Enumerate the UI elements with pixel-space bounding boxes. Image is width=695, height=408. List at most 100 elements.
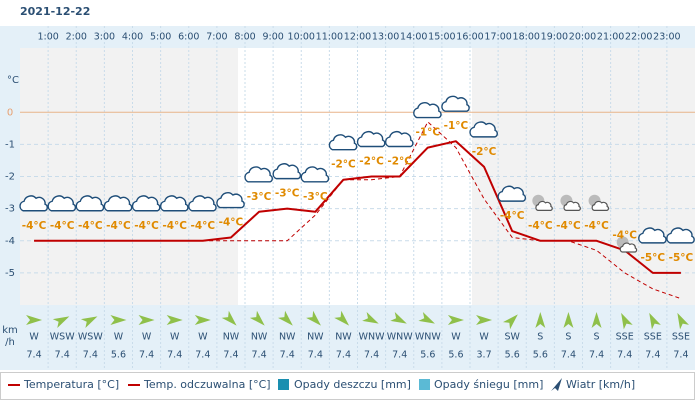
hour-label: 5:00 bbox=[150, 32, 171, 43]
wind-arrow bbox=[535, 312, 546, 328]
legend-label: Opady deszczu [mm] bbox=[294, 378, 411, 391]
cloud bbox=[19, 195, 48, 212]
wind-speed: 7.4 bbox=[167, 350, 182, 361]
weather-icon bbox=[588, 194, 610, 211]
temperature-label: -2°C bbox=[359, 156, 384, 168]
cloud bbox=[441, 95, 470, 112]
wind-direction: WSW bbox=[78, 332, 103, 343]
wind-direction: W bbox=[170, 332, 180, 343]
temperature-label: -1°C bbox=[444, 120, 469, 132]
weather-icon bbox=[384, 131, 414, 148]
wind-direction: S bbox=[537, 332, 543, 343]
y-tick-label: -3 bbox=[5, 204, 15, 215]
legend-swatch bbox=[278, 379, 289, 390]
wind-arrow bbox=[306, 310, 321, 326]
y-tick-label: -4 bbox=[5, 236, 15, 247]
cloud bbox=[619, 242, 638, 253]
hour-label: 6:00 bbox=[178, 32, 199, 43]
wind-arrow bbox=[277, 310, 293, 326]
wind-arrow bbox=[563, 312, 574, 328]
wind-speed: 7.4 bbox=[645, 350, 660, 361]
hour-row bbox=[0, 26, 695, 48]
wind-arrow bbox=[649, 312, 661, 330]
wind-speed: 5.6 bbox=[448, 350, 463, 361]
hour-label: 8:00 bbox=[234, 32, 255, 43]
temperature-label: -4°C bbox=[612, 229, 637, 241]
cloud bbox=[666, 227, 695, 244]
legend-swatch bbox=[419, 379, 430, 390]
wind-direction: NW bbox=[335, 332, 352, 343]
temperature-label: -2°C bbox=[331, 159, 356, 171]
weather-icon bbox=[666, 227, 695, 244]
cloud bbox=[497, 185, 527, 202]
cloud bbox=[159, 195, 189, 212]
temperature-label: -4°C bbox=[584, 220, 609, 232]
cloud bbox=[47, 195, 77, 212]
temperature-label: -4°C bbox=[22, 220, 47, 232]
wind-direction: NW bbox=[307, 332, 324, 343]
wind-speed: 5.6 bbox=[111, 350, 126, 361]
temperature-label: -4°C bbox=[106, 220, 131, 232]
wind-speed: 7.4 bbox=[55, 350, 70, 361]
temperature-label: -5°C bbox=[641, 252, 666, 264]
temperature-label: -4°C bbox=[219, 217, 244, 229]
small-cloud bbox=[591, 200, 610, 211]
temperature-label: -4°C bbox=[134, 220, 159, 232]
wind-arrow bbox=[476, 315, 493, 325]
hour-label: 20:00 bbox=[569, 32, 596, 43]
wind-direction: W bbox=[198, 332, 208, 343]
wind-speed: 7.4 bbox=[27, 350, 42, 361]
temperature-label: -3°C bbox=[275, 188, 300, 200]
wind-speed: 7.4 bbox=[364, 350, 379, 361]
wind-direction: S bbox=[565, 332, 571, 343]
date-title: 2021-12-22 bbox=[20, 5, 90, 18]
wind-direction: W bbox=[451, 332, 461, 343]
wind-direction: WNW bbox=[387, 332, 413, 343]
weather-icon bbox=[560, 194, 581, 211]
hour-label: 1:00 bbox=[37, 32, 58, 43]
cloud bbox=[244, 166, 273, 183]
cloud bbox=[413, 102, 442, 119]
weather-icon bbox=[47, 195, 77, 212]
weather-icon bbox=[356, 131, 386, 148]
wind-speed: 7.4 bbox=[673, 350, 688, 361]
wind-speed: 5.6 bbox=[505, 350, 520, 361]
wind-arrow bbox=[221, 310, 237, 326]
cloud bbox=[469, 121, 498, 138]
wind-direction: NW bbox=[251, 332, 268, 343]
hour-label: 16:00 bbox=[456, 32, 483, 43]
wind-arrow bbox=[591, 312, 602, 328]
wind-speed: 5.6 bbox=[420, 350, 435, 361]
temperature-label: -3°C bbox=[303, 191, 328, 203]
wind-arrow bbox=[677, 312, 689, 330]
y-tick-label: -5 bbox=[5, 268, 15, 279]
wind-arrow bbox=[80, 316, 98, 329]
wind-speed: 7.4 bbox=[280, 350, 295, 361]
hour-label: 19:00 bbox=[541, 32, 568, 43]
wind-arrow bbox=[621, 312, 633, 330]
wind-speed: 7.4 bbox=[336, 350, 351, 361]
hour-label: 14:00 bbox=[400, 32, 427, 43]
temperature-label: -4°C bbox=[556, 220, 581, 232]
weather-icon bbox=[244, 166, 273, 183]
wind-speed: 7.4 bbox=[195, 350, 210, 361]
wind-arrow bbox=[110, 315, 127, 325]
small-cloud bbox=[563, 200, 581, 211]
cloud bbox=[75, 195, 105, 212]
wind-direction: W bbox=[29, 332, 39, 343]
wind-arrow bbox=[502, 314, 518, 330]
y-axis-strip bbox=[0, 26, 20, 370]
hour-label: 3:00 bbox=[94, 32, 115, 43]
wind-direction: WNW bbox=[359, 332, 385, 343]
cloud bbox=[272, 163, 302, 180]
weather-icon bbox=[19, 195, 48, 212]
weather-icon bbox=[497, 185, 527, 202]
temperature-label: -4°C bbox=[162, 220, 187, 232]
weather-icon bbox=[616, 236, 638, 253]
wind-arrow bbox=[362, 311, 379, 324]
small-cloud bbox=[619, 242, 638, 253]
temperature-label: -2°C bbox=[472, 146, 497, 158]
temperature-label: -1°C bbox=[416, 127, 441, 139]
hour-label: 10:00 bbox=[288, 32, 315, 43]
y-tick-label: 0 bbox=[7, 107, 13, 118]
